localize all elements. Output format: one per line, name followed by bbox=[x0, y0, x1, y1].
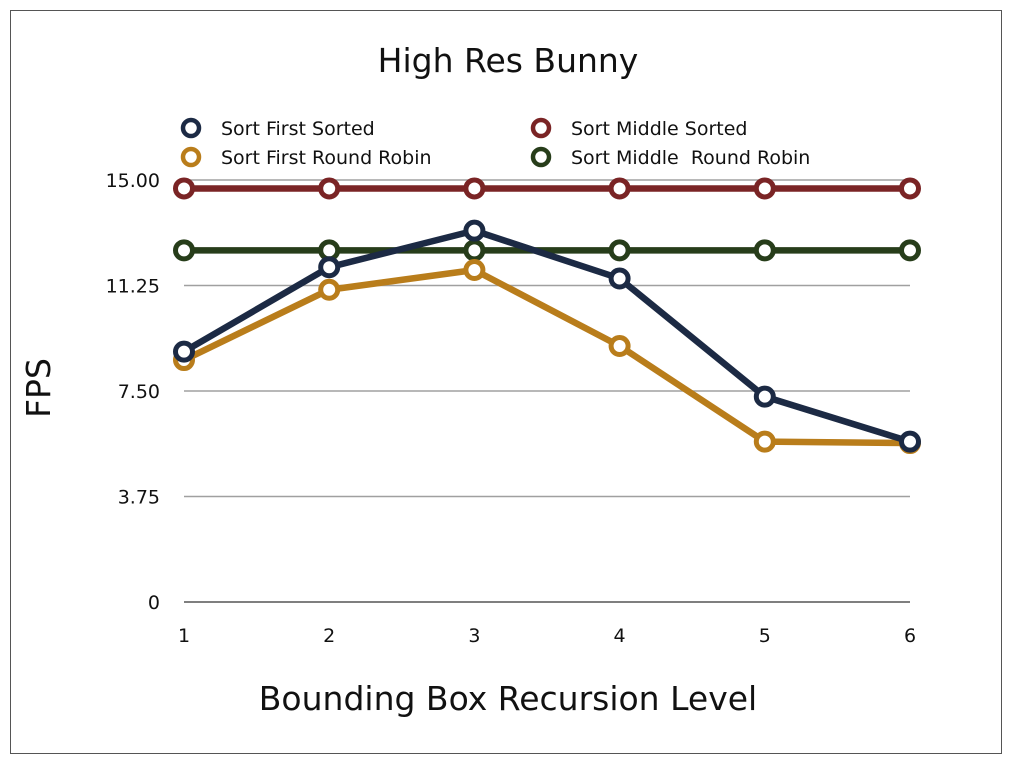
data-point bbox=[173, 340, 195, 363]
legend-marker bbox=[530, 146, 552, 168]
y-tick-label: 0 bbox=[148, 592, 160, 614]
data-point bbox=[173, 177, 195, 200]
legend-label: Sort First Round Robin bbox=[221, 147, 432, 169]
data-point bbox=[608, 334, 631, 357]
data-point bbox=[753, 239, 776, 262]
y-axis-ticks: 0 3.75 7.50 11.25 15.00 bbox=[106, 170, 160, 614]
data-point bbox=[899, 239, 921, 262]
series-line bbox=[180, 266, 914, 447]
gridlines bbox=[184, 179, 910, 603]
series-line bbox=[180, 227, 914, 445]
data-point bbox=[463, 259, 486, 282]
data-point bbox=[899, 430, 921, 453]
legend-marker bbox=[180, 146, 202, 168]
data-point bbox=[173, 239, 195, 262]
series-lines bbox=[173, 177, 921, 455]
x-tick-label: 2 bbox=[323, 625, 335, 647]
legend-label: Sort First Sorted bbox=[221, 118, 375, 140]
legend-item: Sort First Sorted bbox=[180, 117, 375, 140]
chart-title: High Res Bunny bbox=[378, 41, 639, 80]
x-tick-label: 4 bbox=[614, 625, 626, 647]
data-point bbox=[318, 177, 341, 200]
legend-marker bbox=[180, 117, 202, 139]
data-point bbox=[318, 256, 341, 279]
data-point bbox=[463, 177, 486, 200]
data-point bbox=[753, 385, 776, 408]
y-tick-label: 11.25 bbox=[106, 276, 160, 298]
legend-label: Sort Middle Round Robin bbox=[571, 147, 810, 169]
legend-marker bbox=[530, 117, 552, 139]
data-point bbox=[463, 219, 486, 242]
data-point bbox=[318, 278, 341, 301]
y-tick-label: 3.75 bbox=[118, 487, 160, 509]
data-point bbox=[899, 177, 921, 200]
legend-item: Sort First Round Robin bbox=[180, 146, 432, 169]
y-tick-label: 15.00 bbox=[106, 170, 160, 192]
x-tick-label: 1 bbox=[178, 625, 190, 647]
data-point bbox=[753, 430, 776, 453]
series-group bbox=[173, 177, 921, 200]
x-axis-ticks: 1 2 3 4 5 6 bbox=[178, 625, 916, 647]
chart-frame bbox=[10, 10, 1002, 754]
legend-label: Sort Middle Sorted bbox=[571, 118, 747, 140]
legend: Sort First Sorted Sort Middle Sorted Sort … bbox=[180, 117, 810, 169]
x-axis-label: Bounding Box Recursion Level bbox=[259, 679, 757, 718]
series-group bbox=[173, 219, 921, 453]
x-tick-label: 6 bbox=[904, 625, 916, 647]
data-point bbox=[608, 239, 631, 262]
series-group bbox=[173, 239, 921, 262]
data-point bbox=[753, 177, 776, 200]
x-tick-label: 5 bbox=[759, 625, 771, 647]
data-point bbox=[463, 239, 486, 262]
y-tick-label: 7.50 bbox=[118, 381, 160, 403]
x-tick-label: 3 bbox=[468, 625, 480, 647]
data-point bbox=[608, 267, 631, 290]
y-axis-label: FPS bbox=[19, 358, 58, 418]
legend-item: Sort Middle Sorted bbox=[530, 117, 747, 140]
data-point bbox=[608, 177, 631, 200]
legend-item: Sort Middle Round Robin bbox=[530, 146, 810, 169]
